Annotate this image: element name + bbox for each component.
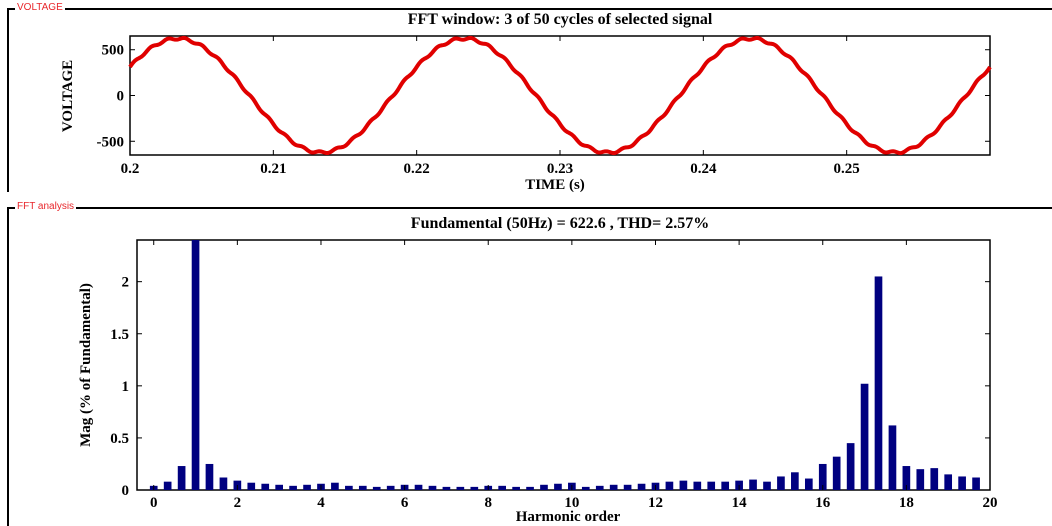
fft-x-tick-label: 18 [899, 495, 914, 511]
voltage-series-line [128, 35, 992, 156]
voltage-y-axis-label: VOLTAGE [60, 60, 76, 132]
fft-panel: FFT analysis [7, 201, 1052, 526]
fft-bar [581, 486, 590, 491]
fft-bar [331, 482, 339, 490]
voltage-y-tick-label: -500 [97, 134, 125, 150]
fft-bar [540, 484, 548, 490]
fft-bar [470, 486, 479, 491]
voltage-panel: VOLTAGE [7, 2, 1052, 192]
fft-bar [595, 485, 604, 490]
fft-x-tick-label: 6 [401, 495, 409, 511]
fft-bar [289, 485, 297, 490]
fft-bar [512, 486, 520, 491]
fft-bar [749, 479, 757, 490]
fft-bar [693, 481, 702, 490]
fft-bar [804, 478, 813, 490]
fft-bar [832, 456, 841, 490]
fft-bar [763, 481, 771, 490]
fft-chart: Fundamental (50Hz) = 622.6 , THD= 2.57% … [78, 215, 998, 525]
fft-chart-title: Fundamental (50Hz) = 622.6 , THD= 2.57% [411, 215, 709, 232]
fft-y-tick-label: 0 [122, 483, 130, 499]
fft-x-tick-label: 12 [648, 495, 663, 511]
voltage-y-tick-label: 0 [117, 89, 125, 105]
fft-x-tick-label: 8 [484, 495, 492, 511]
fft-x-tick-label: 10 [564, 495, 579, 511]
fft-bar [679, 480, 688, 491]
fft-x-tick-label: 4 [317, 495, 325, 511]
fft-panel-label: FFT analysis [15, 201, 77, 213]
fft-bar [665, 481, 674, 490]
fft-bar [958, 476, 966, 490]
fft-bar [372, 486, 381, 491]
fft-bar [707, 481, 716, 490]
fft-bar [623, 484, 632, 490]
voltage-plot-area [129, 35, 991, 156]
fft-bar [414, 484, 423, 490]
fft-y-tick-label: 2 [122, 275, 130, 291]
fft-bar [303, 484, 311, 490]
voltage-x-tick-label: 0.25 [834, 161, 860, 177]
fft-bar [777, 476, 785, 490]
fft-bar [386, 485, 395, 490]
fft-bar [860, 383, 869, 490]
fft-bar [526, 486, 534, 491]
fft-y-axis-label: Mag (% of Fundamental) [78, 283, 94, 447]
fft-bar [345, 485, 353, 490]
fft-bar [163, 481, 172, 490]
fft-bar [456, 486, 465, 491]
fft-bar [358, 485, 367, 490]
fft-bar [637, 483, 646, 490]
fft-bar [219, 477, 228, 490]
fft-x-tick-label: 0 [150, 495, 158, 511]
fft-x-axis-label: Harmonic order [516, 509, 621, 525]
fft-x-tick-label: 16 [815, 495, 831, 511]
fft-bar [930, 468, 939, 491]
fft-bar [818, 463, 827, 490]
voltage-x-tick-label: 0.21 [260, 161, 286, 177]
fft-bar [721, 481, 730, 490]
voltage-y-tick-label: 500 [102, 43, 125, 59]
fft-bar [888, 425, 897, 490]
voltage-chart-title: FFT window: 3 of 50 cycles of selected s… [408, 11, 713, 28]
voltage-chart: FFT window: 3 of 50 cycles of selected s… [60, 11, 992, 193]
fft-bar [275, 484, 283, 490]
voltage-x-tick-label: 0.24 [690, 161, 717, 177]
fft-x-tick-label: 20 [983, 495, 998, 511]
fft-bar [902, 466, 911, 490]
fft-bar [442, 486, 451, 491]
fft-bar [846, 443, 855, 491]
voltage-x-tick-label: 0.23 [547, 161, 573, 177]
fft-bar [247, 482, 256, 490]
fft-y-tick-label: 1 [122, 379, 130, 395]
voltage-panel-label: VOLTAGE [15, 2, 65, 14]
fft-bar [177, 466, 186, 490]
fft-bar [428, 485, 437, 490]
fft-y-tick-label: 1.5 [110, 327, 129, 343]
fft-bar [205, 463, 214, 490]
fft-bar [874, 276, 883, 490]
fft-bar [916, 469, 925, 490]
fft-x-tick-label: 2 [234, 495, 242, 511]
fft-bar [261, 483, 270, 490]
fft-bar [972, 477, 980, 490]
fft-bar [791, 472, 799, 490]
fft-bar [944, 474, 953, 491]
fft-x-tick-label: 14 [732, 495, 748, 511]
fft-y-tick-label: 0.5 [110, 431, 129, 447]
fft-bar [609, 484, 618, 490]
fft-bar [554, 483, 562, 490]
voltage-x-axis-label: TIME (s) [525, 177, 585, 193]
fft-bar [498, 485, 506, 490]
voltage-x-tick-label: 0.2 [121, 161, 140, 177]
voltage-x-tick-label: 0.22 [404, 161, 430, 177]
fft-bar [191, 240, 200, 490]
